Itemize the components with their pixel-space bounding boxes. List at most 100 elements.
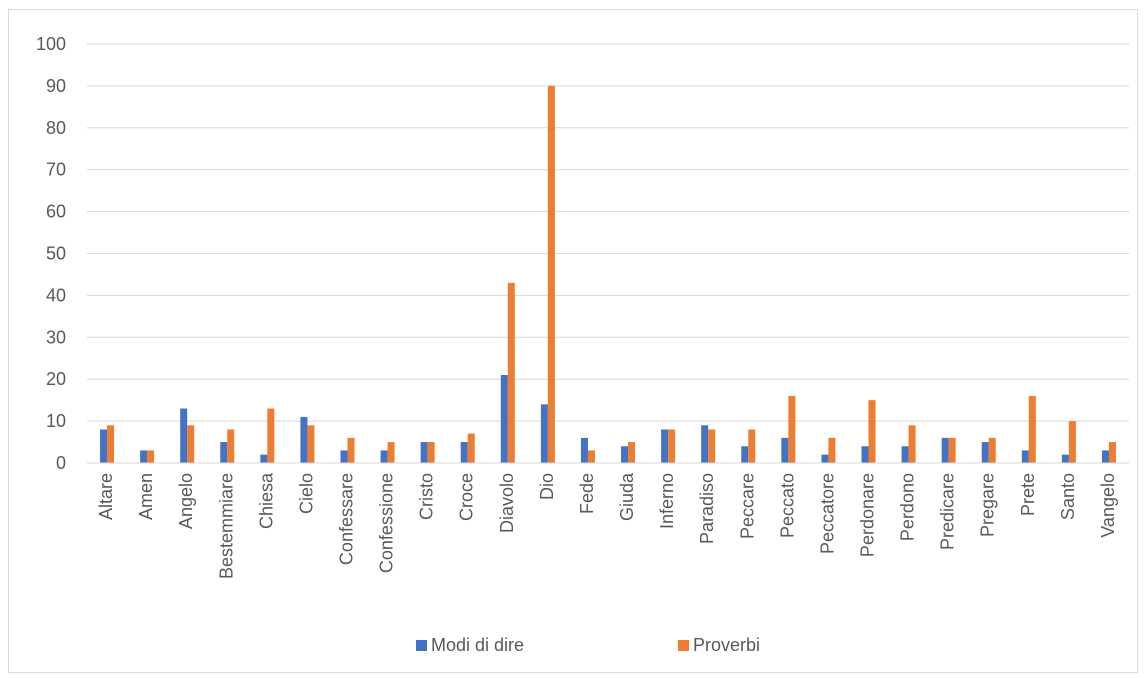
bar-proverbi [227, 429, 235, 463]
bar-proverbi [387, 442, 395, 463]
x-tick-label: Vangelo [1098, 473, 1118, 538]
bar-proverbi [868, 400, 876, 463]
bar-modi-di-dire [420, 442, 428, 463]
bar-modi-di-dire [861, 446, 869, 463]
bar-modi-di-dire [540, 404, 548, 463]
bar-proverbi [788, 395, 796, 463]
bar-proverbi [307, 425, 315, 463]
bar-modi-di-dire [1061, 454, 1069, 463]
x-tick-label: Pregare [978, 473, 998, 537]
bar-modi-di-dire [661, 429, 669, 463]
x-tick-label: Altare [96, 473, 116, 520]
x-tick-label: Cielo [296, 473, 316, 514]
gridlines [87, 43, 1129, 422]
bar-proverbi [628, 442, 636, 463]
x-tick-label: Fede [577, 473, 597, 514]
bar-modi-di-dire [941, 437, 949, 463]
bar-modi-di-dire [100, 429, 108, 463]
y-tick-label: 70 [46, 160, 66, 180]
y-tick-label: 50 [46, 244, 66, 264]
x-axis-ticks: Altare Amen Angelo Bestemmiare Chiesa Cielo Co… [96, 472, 1118, 579]
x-tick-label: Prete [1018, 473, 1038, 516]
y-tick-label: 40 [46, 285, 66, 305]
bar-proverbi [708, 429, 716, 463]
y-tick-label: 0 [56, 453, 66, 473]
bar-modi-di-dire [901, 446, 909, 463]
x-tick-label: Giuda [617, 472, 637, 521]
x-tick-label: Confessare [337, 473, 357, 565]
bar-modi-di-dire [741, 446, 749, 463]
bar-proverbi [1068, 421, 1076, 463]
x-tick-label: Confessione [377, 473, 397, 573]
x-tick-label: Perdono [898, 473, 918, 541]
y-tick-label: 20 [46, 369, 66, 389]
bar-modi-di-dire [340, 450, 348, 463]
x-tick-label: Paradiso [697, 473, 717, 544]
x-tick-label: Dio [537, 473, 557, 500]
bar-proverbi [1108, 442, 1116, 463]
x-tick-label: Croce [457, 473, 477, 521]
bar-modi-di-dire [140, 450, 148, 463]
bar-modi-di-dire [380, 450, 388, 463]
bar-modi-di-dire [220, 442, 228, 463]
y-tick-label: 100 [36, 34, 66, 54]
bar-proverbi [948, 437, 956, 463]
bar-modi-di-dire [500, 375, 508, 463]
bar-proverbi [187, 425, 195, 463]
x-tick-label: Perdonare [858, 473, 878, 557]
y-tick-label: 30 [46, 327, 66, 347]
x-tick-label: Bestemmiare [216, 473, 236, 579]
x-tick-label: Peccato [777, 473, 797, 538]
bar-modi-di-dire [260, 454, 268, 463]
legend-label: Proverbi [693, 635, 760, 655]
bar-modi-di-dire [1101, 450, 1109, 463]
bar-modi-di-dire [580, 437, 588, 463]
bar-proverbi [668, 429, 676, 463]
bar-modi-di-dire [621, 446, 629, 463]
legend-swatch [416, 640, 427, 651]
y-tick-label: 90 [46, 76, 66, 96]
bar-proverbi [908, 425, 916, 463]
bar-proverbi [587, 450, 595, 463]
bar-proverbi [267, 408, 275, 463]
bar-proverbi [988, 437, 996, 463]
x-tick-label: Inferno [657, 473, 677, 529]
bar-proverbi [828, 437, 836, 463]
x-tick-label: Diavolo [497, 473, 517, 533]
bar-proverbi [427, 442, 435, 463]
x-tick-label: Angelo [176, 473, 196, 529]
bar-proverbi [347, 437, 355, 463]
x-tick-label: Peccatore [817, 473, 837, 554]
bar-modi-di-dire [981, 442, 989, 463]
y-tick-label: 10 [46, 411, 66, 431]
bar-modi-di-dire [781, 437, 789, 463]
chart-frame: 0 10 20 30 40 50 60 70 80 90 100 Altare Amen Angelo B… [8, 9, 1138, 673]
y-axis-ticks: 0 10 20 30 40 50 60 70 80 90 100 [36, 34, 66, 473]
x-tick-label: Predicare [938, 473, 958, 550]
y-tick-label: 80 [46, 118, 66, 138]
bar-proverbi [147, 450, 155, 463]
bar-proverbi [547, 85, 555, 464]
bar-chart: 0 10 20 30 40 50 60 70 80 90 100 Altare Amen Angelo B… [36, 34, 1129, 655]
bars [100, 85, 1116, 464]
x-tick-label: Santo [1058, 473, 1078, 520]
x-tick-label: Chiesa [256, 472, 276, 529]
bar-proverbi [1028, 395, 1036, 463]
bar-modi-di-dire [180, 408, 188, 463]
bar-modi-di-dire [300, 416, 308, 463]
y-tick-label: 60 [46, 202, 66, 222]
bar-modi-di-dire [821, 454, 829, 463]
legend: Modi di dire Proverbi [416, 635, 760, 655]
x-tick-label: Amen [136, 473, 156, 520]
legend-label: Modi di dire [431, 635, 524, 655]
bar-modi-di-dire [1021, 450, 1029, 463]
bar-proverbi [748, 429, 756, 463]
bar-modi-di-dire [701, 425, 709, 463]
bar-proverbi [107, 425, 115, 463]
x-tick-label: Cristo [417, 473, 437, 520]
bar-modi-di-dire [460, 442, 468, 463]
bar-proverbi [467, 433, 475, 463]
bar-proverbi [507, 282, 515, 463]
legend-swatch [678, 640, 689, 651]
x-tick-label: Peccare [737, 473, 757, 539]
